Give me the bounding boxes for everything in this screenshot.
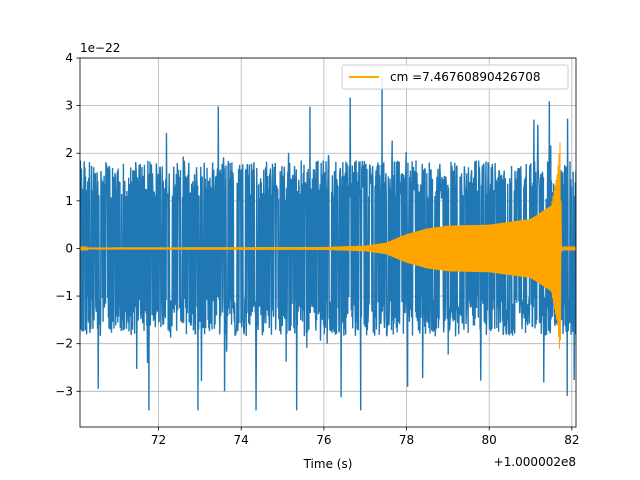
y-tick-label: −3 [55, 384, 73, 398]
x-tick-label: 82 [564, 433, 579, 447]
y-tick-label: 4 [65, 51, 73, 65]
y-tick-label: 0 [65, 241, 73, 255]
legend-box [341, 64, 569, 90]
y-tick-label: −2 [55, 337, 73, 351]
x-tick-label: 76 [316, 433, 331, 447]
x-tick-label: 78 [399, 433, 414, 447]
chirp-series-line [80, 142, 576, 349]
legend-label-chirp: cm =7.46760890426708 [390, 70, 541, 84]
legend: cm =7.46760890426708 [341, 64, 569, 90]
y-tick-label: −1 [55, 289, 73, 303]
y-axis: −3 −2 −1 0 1 2 3 4 [55, 51, 80, 398]
x-axis: 72 74 76 78 80 82 [151, 427, 580, 447]
y-tick-label: 2 [65, 146, 73, 160]
y-scale-label: 1e−22 [80, 41, 120, 55]
y-tick-label: 3 [65, 99, 73, 113]
x-tick-label: 72 [151, 433, 166, 447]
x-offset-label: +1.000002e8 [494, 455, 576, 469]
x-tick-label: 80 [482, 433, 497, 447]
noise-series-line [80, 78, 576, 411]
plot-frame [79, 57, 577, 428]
x-axis-label: Time (s) [303, 457, 353, 471]
y-tick-label: 1 [65, 194, 73, 208]
x-tick-label: 74 [234, 433, 249, 447]
